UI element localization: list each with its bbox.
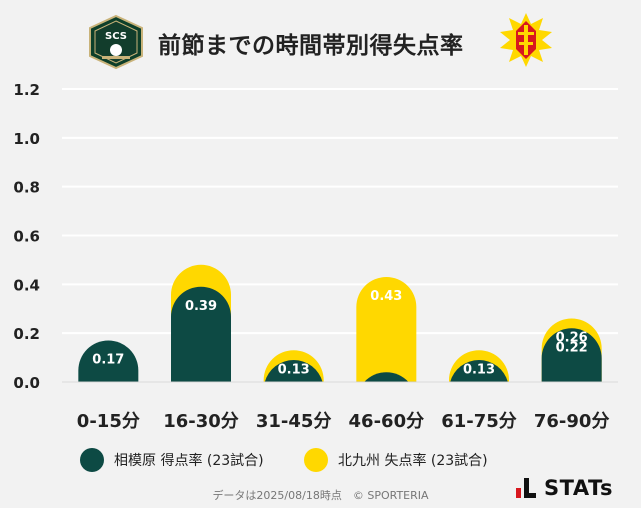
bar-team1 bbox=[171, 286, 232, 382]
y-tick-label: 0.8 bbox=[13, 179, 40, 197]
header: SCS 前節までの時間帯別得失点率 bbox=[0, 0, 641, 78]
footer-note: データは2025/08/18時点 © SPORTERIA bbox=[212, 489, 429, 502]
bar-team1 bbox=[450, 360, 508, 382]
club-crest-left-icon: SCS bbox=[89, 14, 143, 70]
legend-item-team1: 相模原 得点率 (23試合) bbox=[80, 448, 264, 472]
legend: 相模原 得点率 (23試合) 北九州 失点率 (23試合) bbox=[0, 448, 641, 474]
legend-label-team1: 相模原 得点率 (23試合) bbox=[114, 453, 264, 469]
bar-chart: 0.0 0.2 0.4 0.6 0.8 1.0 1.2 0.17 0-15分 0.39 16-30分… bbox=[13, 81, 618, 432]
data-label-team1: 0.17 bbox=[92, 352, 124, 367]
bar-team1 bbox=[264, 360, 323, 382]
y-tick-label: 1.0 bbox=[13, 130, 40, 148]
stats-logo-icon bbox=[516, 478, 536, 498]
legend-label-team2: 北九州 失点率 (23試合) bbox=[338, 453, 488, 469]
bar-team1 bbox=[541, 328, 602, 382]
club-crest-left-text: SCS bbox=[105, 31, 127, 42]
bar-team2 bbox=[356, 277, 417, 382]
data-label-team2: 0.13 bbox=[278, 362, 310, 377]
data-label-team1: 0.22 bbox=[556, 340, 588, 355]
stats-logo-text: STATs bbox=[544, 476, 613, 500]
legend-item-team2: 北九州 失点率 (23試合) bbox=[304, 448, 488, 472]
y-tick-label: 0.0 bbox=[13, 374, 40, 392]
data-label-team2: 0.43 bbox=[370, 289, 402, 304]
x-tick-label: 76-90分 bbox=[534, 411, 610, 432]
data-label-team1: 0.39 bbox=[185, 299, 217, 314]
y-tick-label: 0.6 bbox=[13, 228, 40, 246]
x-tick-label: 16-30分 bbox=[163, 411, 239, 432]
y-tick-label: 1.2 bbox=[13, 81, 40, 99]
y-tick-label: 0.2 bbox=[13, 325, 40, 343]
x-tick-label: 0-15分 bbox=[77, 411, 140, 432]
bar-team1 bbox=[78, 340, 139, 382]
legend-swatch-team1 bbox=[80, 448, 104, 472]
data-label-team2: 0.13 bbox=[463, 362, 495, 377]
x-tick-label: 46-60分 bbox=[349, 411, 425, 432]
legend-swatch-team2 bbox=[304, 448, 328, 472]
x-tick-label: 61-75分 bbox=[441, 411, 517, 432]
stats-logo: STATs bbox=[516, 476, 613, 500]
club-crest-right-icon bbox=[500, 13, 552, 67]
page-title: 前節までの時間帯別得失点率 bbox=[158, 33, 464, 59]
y-tick-label: 0.4 bbox=[13, 276, 40, 294]
bar-team1 bbox=[364, 372, 409, 382]
data-label-team2: 0.26 bbox=[556, 331, 588, 346]
x-tick-label: 31-45分 bbox=[256, 411, 332, 432]
